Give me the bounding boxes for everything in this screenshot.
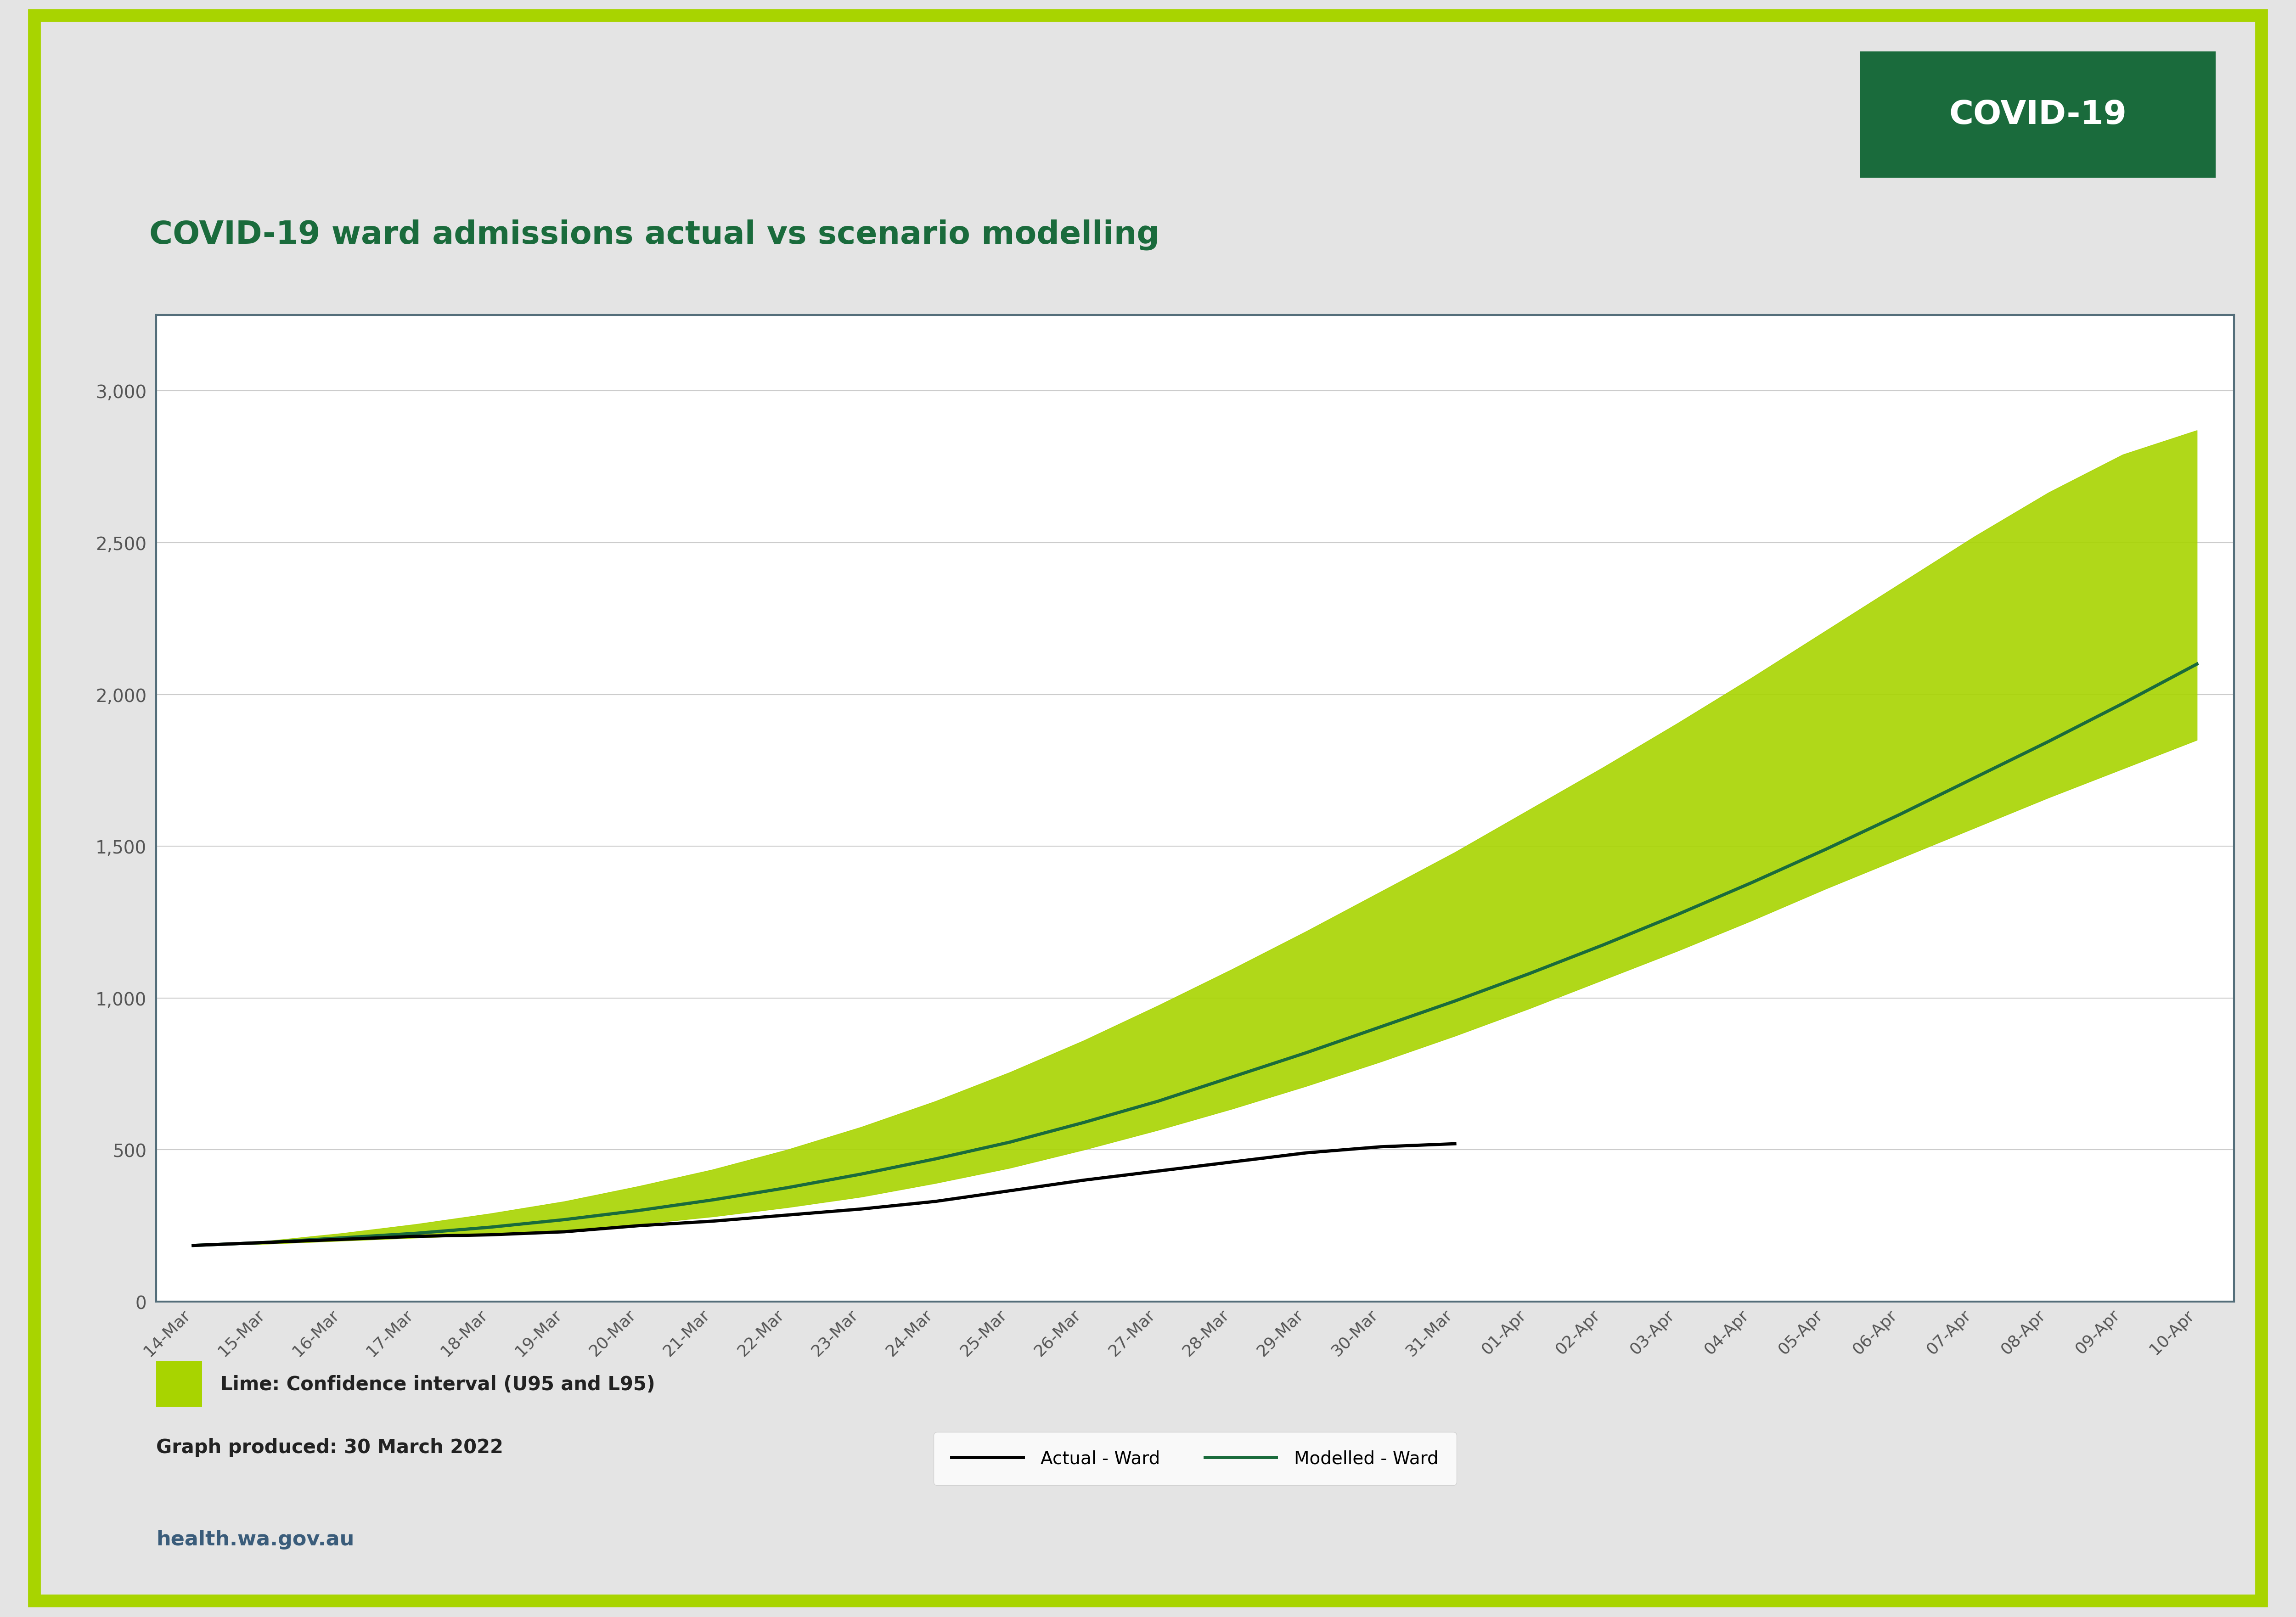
Text: health.wa.gov.au: health.wa.gov.au: [156, 1530, 354, 1549]
Text: Lime: Confidence interval (U95 and L95): Lime: Confidence interval (U95 and L95): [220, 1374, 654, 1394]
Text: COVID-19 ward admissions actual vs scenario modelling: COVID-19 ward admissions actual vs scena…: [149, 218, 1159, 251]
Legend: Actual - Ward, Modelled - Ward: Actual - Ward, Modelled - Ward: [934, 1433, 1456, 1484]
Text: Graph produced: 30 March 2022: Graph produced: 30 March 2022: [156, 1438, 503, 1457]
Text: COVID-19: COVID-19: [1949, 99, 2126, 131]
